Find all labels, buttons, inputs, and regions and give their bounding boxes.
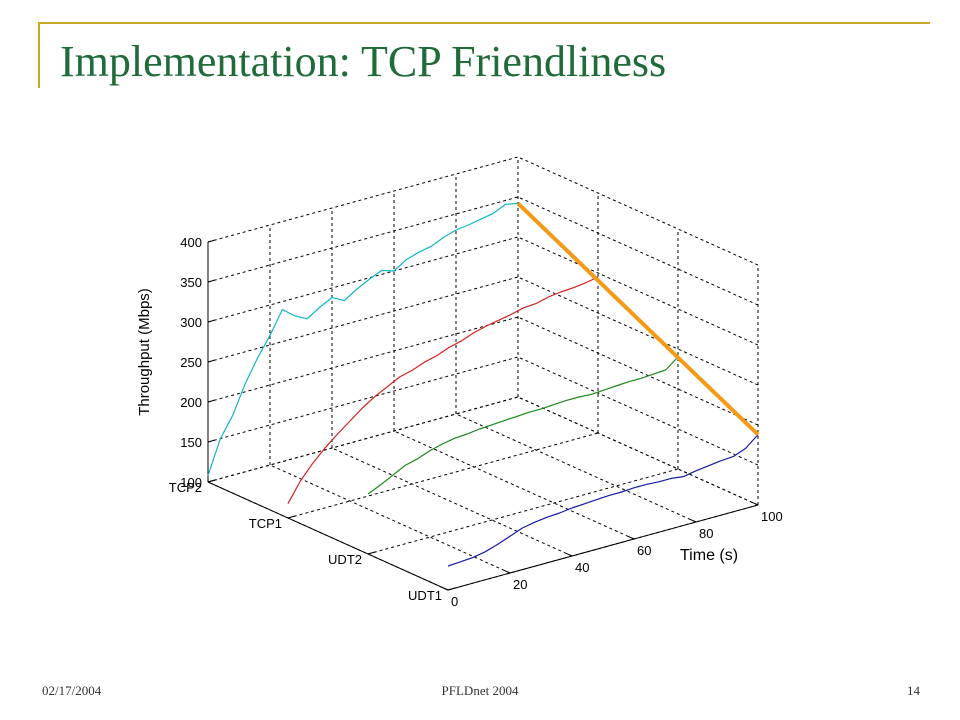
z-tick-label: 400: [180, 235, 202, 250]
floor-gridline: [269, 464, 511, 574]
z-tick: [207, 439, 215, 443]
side-wall-gridline: [517, 316, 759, 426]
time-axis-label: Time (s): [680, 547, 738, 564]
series-line-udt2: [367, 356, 679, 495]
floor-gridline: [517, 396, 759, 506]
side-wall-gridline: [517, 196, 759, 306]
page-number: 14: [907, 683, 920, 698]
z-tick: [207, 399, 215, 403]
z-tick-label: 150: [180, 435, 202, 450]
z-tick-label: 300: [180, 315, 202, 330]
time-tick: [565, 552, 573, 557]
floor-gridline: [207, 396, 519, 483]
annotation-line: [516, 201, 760, 437]
category-tick-label: UDT2: [328, 552, 362, 567]
z-tick: [207, 359, 215, 363]
side-wall-gridline: [517, 156, 759, 266]
time-tick-label: 40: [575, 560, 589, 575]
z-tick: [207, 279, 215, 283]
back-wall-gridline: [207, 156, 519, 243]
series-line-tcp1: [287, 276, 599, 504]
time-axis-line: [447, 504, 759, 591]
back-wall-gridline: [207, 356, 519, 443]
z-tick: [207, 239, 215, 243]
footer-date: 02/17/2004: [42, 683, 102, 698]
back-wall-gridline: [207, 276, 519, 363]
footer-conference: PFLDnet 2004: [441, 683, 519, 698]
side-wall-gridline: [517, 356, 759, 466]
floor-gridline: [393, 430, 635, 540]
category-tick: [447, 587, 456, 591]
category-tick: [287, 515, 296, 519]
category-tick: [367, 551, 376, 555]
time-tick-label: 0: [451, 594, 458, 609]
z-tick-label: 200: [180, 395, 202, 410]
slide-title: Implementation: TCP Friendliness: [60, 37, 667, 86]
series-line-tcp2: [207, 202, 519, 476]
z-tick-label: 350: [180, 275, 202, 290]
side-wall-gridline: [517, 236, 759, 346]
time-tick-label: 80: [699, 526, 713, 541]
z-tick: [207, 319, 215, 323]
time-tick: [441, 586, 449, 591]
z-axis-label: Throughput (Mbps): [136, 288, 153, 416]
floor-gridline: [331, 447, 573, 557]
category-tick-label: TCP2: [169, 480, 202, 495]
slide-frame-left: [38, 22, 40, 88]
back-wall-gridline: [207, 196, 519, 283]
side-wall-gridline: [517, 276, 759, 386]
time-tick-label: 100: [761, 509, 783, 524]
time-tick: [689, 518, 697, 523]
back-wall-gridline: [207, 236, 519, 323]
series-line-udt1: [447, 434, 759, 567]
floor-gridline: [367, 468, 679, 555]
category-tick-label: TCP1: [249, 516, 282, 531]
time-tick: [627, 535, 635, 540]
z-tick-label: 100: [180, 475, 202, 490]
time-tick: [503, 569, 511, 574]
slide-frame-top: [38, 22, 930, 24]
floor-gridline: [287, 432, 599, 519]
time-tick: [751, 501, 759, 506]
floor-gridline: [455, 413, 697, 523]
category-tick-label: UDT1: [408, 588, 442, 603]
category-tick: [207, 479, 216, 483]
back-wall-gridline: [207, 316, 519, 403]
time-tick-label: 20: [513, 577, 527, 592]
category-axis-line: [207, 481, 449, 591]
z-tick-label: 250: [180, 355, 202, 370]
time-tick-label: 60: [637, 543, 651, 558]
